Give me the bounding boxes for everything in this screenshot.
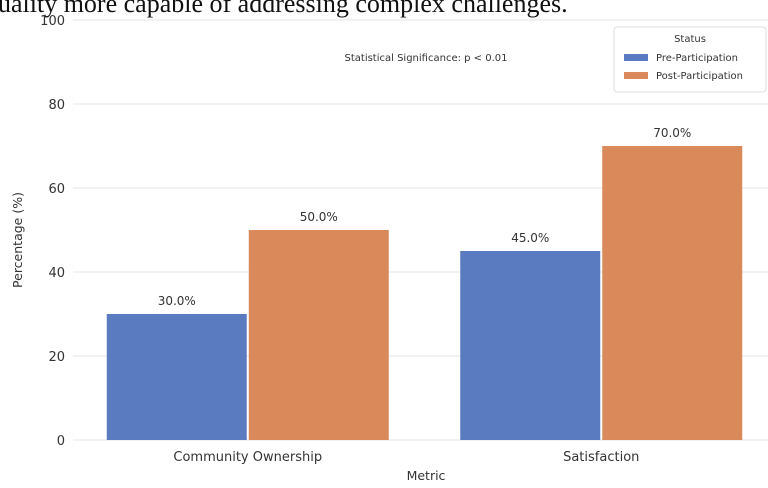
y-tick-label-60: 60 bbox=[48, 182, 65, 197]
data-label-0-1: 45.0% bbox=[511, 231, 549, 245]
cropped-caption-text: uality more capable of addressing comple… bbox=[0, 0, 568, 18]
bar-1-0 bbox=[248, 230, 389, 440]
y-tick-label-80: 80 bbox=[48, 98, 65, 113]
legend-label-0: Pre-Participation bbox=[656, 53, 738, 64]
y-tick-label-100: 100 bbox=[40, 14, 65, 29]
legend-title: Status bbox=[674, 34, 706, 45]
bars bbox=[106, 146, 743, 440]
x-tick-label-1: Satisfaction bbox=[563, 450, 639, 465]
y-tick-label-20: 20 bbox=[48, 350, 65, 365]
y-tick-label-0: 0 bbox=[57, 434, 65, 449]
legend-swatch-0 bbox=[624, 54, 648, 61]
y-tick-label-40: 40 bbox=[48, 266, 65, 281]
data-label-1-0: 50.0% bbox=[300, 210, 338, 224]
bar-0-1 bbox=[460, 251, 601, 440]
legend: Status Pre-Participation Post-Participati… bbox=[613, 26, 767, 93]
x-axis-ticks: Community Ownership Satisfaction bbox=[173, 450, 639, 465]
legend-swatch-1 bbox=[624, 72, 648, 79]
y-axis-ticks: 0 20 40 60 80 100 bbox=[40, 14, 65, 449]
bar-0-0 bbox=[106, 314, 247, 440]
data-label-1-1: 70.0% bbox=[653, 126, 691, 140]
data-labels: 30.0% 50.0% 45.0% 70.0% bbox=[158, 126, 692, 308]
significance-annotation: Statistical Significance: p < 0.01 bbox=[345, 53, 508, 64]
legend-box bbox=[613, 26, 767, 93]
legend-label-1: Post-Participation bbox=[656, 71, 743, 82]
legend-items: Pre-Participation Post-Participation bbox=[624, 53, 743, 82]
data-label-0-0: 30.0% bbox=[158, 294, 196, 308]
x-tick-label-0: Community Ownership bbox=[173, 450, 322, 465]
bar-1-1 bbox=[602, 146, 743, 440]
x-axis-label: Metric bbox=[407, 468, 446, 483]
y-axis-label: Percentage (%) bbox=[10, 192, 25, 288]
